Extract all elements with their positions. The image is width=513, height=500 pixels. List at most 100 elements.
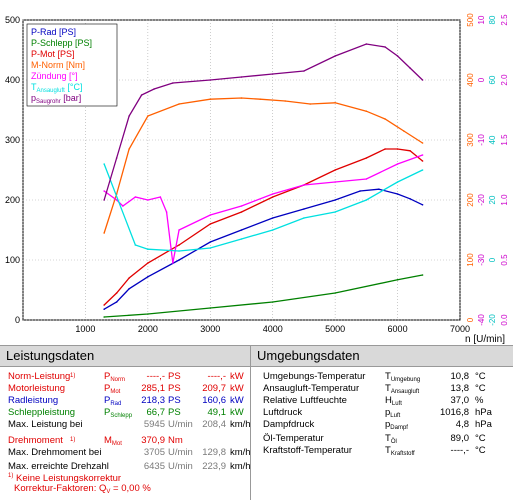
row-symbol-sub: Mot [111,441,122,447]
series-point [209,98,212,100]
row-symbol: MMot [104,435,122,447]
series-point [271,196,274,198]
right-axis-tick-label: 0 [477,77,486,82]
row-unit: °C [475,371,486,382]
row-label: Ansaugluft-Temperatur [263,383,360,394]
series-point [103,199,105,201]
row-value: 89,0 [450,433,470,444]
row-label: Schleppleistung [8,407,76,418]
footnote-2: Korrektur-Faktoren: QV = 0,00 % [14,483,151,498]
row-label: Drehmoment [8,435,63,446]
row-value-1: 66,7 [146,407,166,418]
series-point [128,288,130,290]
series-point [178,250,180,252]
series-point [365,178,368,180]
row-value: 13,8 [450,383,470,394]
row-value-1: ----,- [146,371,165,382]
row-value-1: 3705 [143,447,165,458]
series-point [384,148,386,150]
row-value: 10,8 [450,371,470,382]
series-point [303,208,305,210]
series-point [421,154,424,156]
row-label: Umgebungs-Temperatur [263,371,366,382]
right-axis-tick-label: 100 [466,253,475,267]
right-axis-tick-label: 60 [488,75,497,84]
right-axis-tick-label: 0.0 [500,314,509,326]
x-tick-label: 6000 [388,324,408,334]
series-point [396,181,399,183]
series-point [365,199,368,201]
series-point [103,304,105,306]
row-unit-1: U/min [168,419,193,430]
series-point [122,205,124,207]
series-point [240,97,243,99]
series-point [240,76,243,78]
row-value: ----,- [450,445,469,456]
row-value-2: 208,4 [202,419,226,430]
x-tick-label: 7000 [450,324,470,334]
series-point [359,190,361,192]
series-point [115,157,118,159]
series-point [271,193,274,195]
series-point [365,43,368,45]
row-unit: hPa [475,407,492,418]
row-unit-1: PS [168,383,181,394]
series-point [140,94,143,96]
row-symbol: TUmgebung [385,371,421,383]
row-unit-2: kW [230,407,244,418]
series-point [115,292,118,294]
series-point [178,259,180,261]
row-value: 4,8 [455,419,469,430]
umgebungsdaten-panel: Umgebungsdaten Umgebungs-Temperatur TUmge… [251,345,513,500]
series-point [209,79,212,81]
row-symbol: pLuft [385,407,401,419]
row-symbol-sub: Norm [110,377,126,383]
right-axis-tick-label: 500 [466,13,475,27]
panel-title: Leistungsdaten [0,345,250,367]
footnote-1-text: Keine Leistungskorrektur [15,473,122,485]
series-point [209,307,212,309]
series-point [421,169,424,171]
row-unit-2: km/h [230,447,251,458]
row-unit-1: Nm [168,435,183,446]
legend-entry-sub: Saugrohr [36,99,61,105]
right-axis-tick-label: 0 [466,317,475,322]
series-point [396,193,399,195]
right-axis-tick-label: 1.5 [500,134,509,146]
series-point [396,163,399,165]
series-point [159,196,162,198]
bottom-axis: 1000 2000 3000 4000 5000 6000 7000 [75,324,470,334]
right-axis-tick-label: -20 [477,194,486,206]
row-label-sup: 1) [70,437,76,443]
series-point [303,184,305,186]
x-tick-label: 5000 [325,324,345,334]
row-label: Norm-Leistung [8,371,71,382]
row-label-sup: 1) [70,373,76,379]
series-point [178,244,180,246]
footnote-2-sub: V [106,489,111,495]
series-point [409,67,411,69]
series-point [421,142,424,144]
right-axes: 0 100 200 300 400 500 -40 -30 -20 -10 0 10 -20 0 20 40 6… [466,13,509,326]
right-axis-tick-label: -10 [477,134,486,146]
y-tick-label: 400 [5,75,20,85]
row-symbol-sub: Öl [390,439,397,445]
series-point [172,262,174,264]
series-point [334,181,336,183]
row-unit-2: kW [230,395,244,406]
y-tick-label: 300 [5,135,20,145]
row-unit-2: km/h [230,461,251,472]
row-unit-1: PS [168,407,181,418]
series-point [396,279,399,281]
right-axis-tick-label: 2.0 [500,74,509,86]
series-point [334,102,336,104]
row-label: Max. Leistung bei [8,419,83,430]
row-unit-1: PS [168,371,181,382]
legend-box [26,23,118,107]
x-axis-label: n [U/min] [465,334,505,345]
series-point [284,100,287,102]
legend-entry: P-Mot [PS] [31,49,75,59]
series-point [396,55,399,57]
series-point [128,115,130,117]
row-value-1: 370,9 [141,435,165,446]
